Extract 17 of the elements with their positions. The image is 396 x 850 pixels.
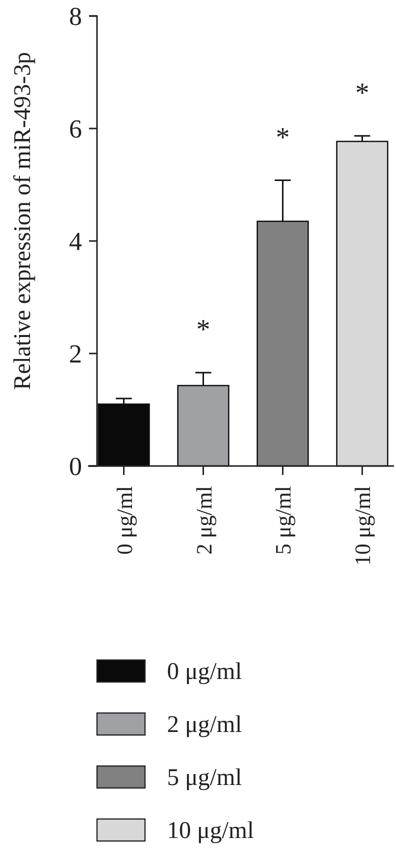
y-axis-title: Relative expression of miR-493-3p [10,52,36,390]
y-tick-label: 4 [69,227,82,256]
y-tick-label: 6 [69,114,82,144]
legend-label: 10 μg/ml [167,818,254,844]
annotation: * [196,314,210,346]
x-tick-label: 0 μg/ml [112,486,137,555]
legend-label: 5 μg/ml [167,765,242,791]
x-tick-label: 5 μg/ml [270,486,296,555]
annotation: * [276,122,290,154]
x-tick-label: 10 μg/ml [350,486,376,566]
legend-label: 2 μg/ml [167,712,242,738]
y-tick-label: 0 [69,452,82,482]
x-tick-label: 2 μg/ml [191,486,216,555]
y-tick-label: 8 [69,2,82,32]
annotation: * [355,78,370,109]
y-tick-label: 2 [69,340,82,369]
legend-label: 0 μg/ml [167,659,242,685]
